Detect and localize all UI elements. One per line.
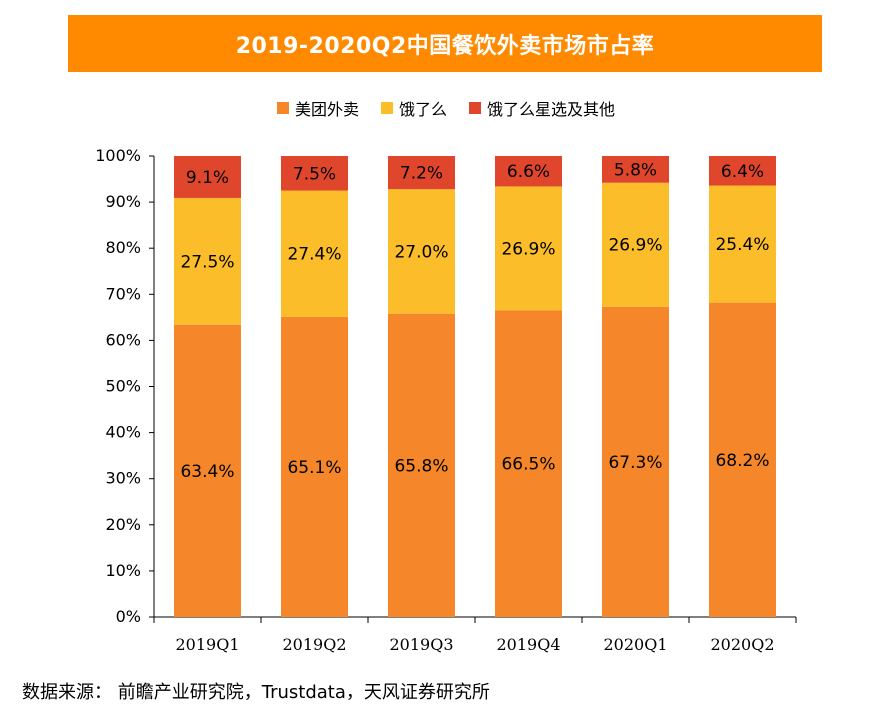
- bar-data-label: 68.2%: [715, 451, 769, 471]
- bar-data-label: 5.8%: [614, 160, 657, 180]
- legend-swatch-other: [469, 102, 481, 114]
- legend-label-other: 饿了么星选及其他: [487, 100, 616, 119]
- bar-segment: [281, 316, 348, 617]
- bar-segment: [709, 185, 776, 303]
- y-tick-label: 20%: [105, 515, 141, 534]
- bar-segment: [495, 310, 562, 617]
- x-tick-label: 2020Q2: [710, 635, 774, 654]
- data-source-note: 数据来源： 前瞻产业研究院，Trustdata，天风证券研究所: [22, 682, 490, 703]
- bar-data-label: 65.8%: [394, 456, 448, 476]
- bar-segment: [388, 189, 455, 314]
- bar-data-label: 65.1%: [287, 458, 341, 478]
- y-tick-label: 10%: [105, 561, 141, 580]
- bar-segment: [174, 324, 241, 617]
- y-tick-label: 70%: [105, 284, 141, 303]
- chart-title-banner: 2019-2020Q2中国餐饮外卖市场市占率: [68, 15, 822, 72]
- bar-segment: [388, 313, 455, 617]
- bar-segment: [174, 197, 241, 325]
- bar-segment: [174, 156, 241, 198]
- bar-data-label: 67.3%: [608, 453, 662, 473]
- bar-segment: [495, 186, 562, 311]
- bar-segment: [281, 190, 348, 317]
- legend-item-eleme: 饿了么: [380, 96, 447, 120]
- legend-swatch-eleme: [380, 102, 393, 114]
- bar-data-label: 63.4%: [180, 462, 234, 482]
- bar-data-label: 7.2%: [400, 164, 443, 184]
- legend: 美团外卖 饿了么 饿了么星选及其他: [0, 96, 892, 120]
- x-tick-label: 2020Q1: [603, 635, 667, 654]
- legend-item-meituan: 美团外卖: [276, 96, 359, 120]
- legend-label-meituan: 美团外卖: [294, 100, 359, 119]
- y-tick-label: 90%: [105, 192, 141, 211]
- bar-data-label: 27.5%: [180, 252, 234, 272]
- bar-segment: [281, 156, 348, 191]
- bar-segment: [602, 182, 669, 307]
- chart-title: 2019-2020Q2中国餐饮外卖市场市占率: [235, 33, 655, 59]
- bar-segment: [495, 156, 562, 187]
- legend-item-other: 饿了么星选及其他: [469, 96, 615, 120]
- bar-segment: [709, 302, 776, 617]
- bar-segment: [602, 156, 669, 183]
- y-tick-label: 100%: [95, 146, 141, 165]
- bar-data-label: 26.9%: [608, 236, 662, 256]
- legend-label-eleme: 饿了么: [398, 100, 447, 119]
- bar-data-label: 6.6%: [507, 162, 550, 182]
- x-tick-label: 2019Q4: [496, 635, 560, 654]
- bar-data-label: 6.4%: [721, 162, 764, 182]
- x-tick-label: 2019Q2: [282, 635, 346, 654]
- bar-data-label: 25.4%: [715, 235, 769, 255]
- bar-segment: [709, 156, 776, 186]
- bar-data-label: 9.1%: [186, 168, 229, 188]
- y-tick-label: 30%: [105, 469, 141, 488]
- y-tick-label: 60%: [105, 330, 141, 349]
- bar-segment: [602, 306, 669, 617]
- bar-data-label: 27.0%: [394, 242, 448, 262]
- x-tick-label: 2019Q1: [175, 635, 239, 654]
- bar-data-label: 27.4%: [287, 245, 341, 265]
- x-tick-label: 2019Q3: [389, 635, 453, 654]
- y-tick-label: 40%: [105, 423, 141, 442]
- bar-data-label: 7.5%: [293, 164, 336, 184]
- legend-swatch-meituan: [276, 102, 289, 114]
- bar-segment: [388, 156, 455, 190]
- y-tick-label: 50%: [105, 377, 141, 396]
- bar-data-label: 26.9%: [501, 239, 555, 259]
- y-tick-label: 80%: [105, 238, 141, 257]
- bar-data-label: 66.5%: [501, 455, 555, 475]
- y-tick-label: 0%: [116, 607, 141, 626]
